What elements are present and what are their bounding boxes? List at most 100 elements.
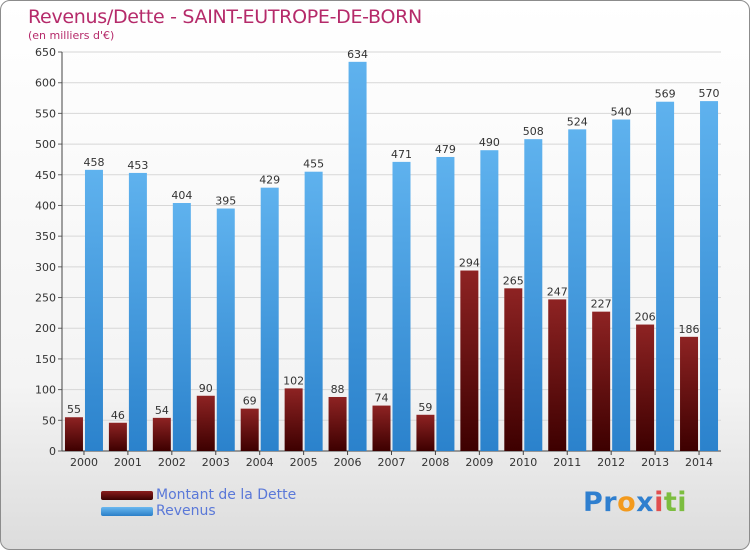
y-tick-label: 600 [35,77,56,90]
x-tick-label: 2002 [158,456,186,469]
x-tick-label: 2009 [465,456,493,469]
bar-dette [284,388,303,451]
data-label-dette: 46 [111,409,125,422]
bar-revenus [172,203,191,451]
x-tick-label: 2014 [685,456,713,469]
proxiti-logo: Proxiti [583,487,687,518]
data-label-dette: 90 [199,382,213,395]
data-label-revenus: 455 [303,158,324,171]
logo-part: x [636,487,655,518]
data-label-dette: 227 [591,298,612,311]
bar-dette [592,311,611,451]
bar-revenus [304,171,323,451]
bar-revenus [260,187,279,451]
y-tick-label: 500 [35,138,56,151]
legend-label-dette: Montant de la Dette [156,487,297,503]
x-tick-label: 2006 [334,456,362,469]
data-label-dette: 55 [67,403,81,416]
x-tick-label: 2007 [378,456,406,469]
data-label-dette: 69 [243,395,257,408]
legend-label-revenus: Revenus [156,503,216,519]
data-label-dette: 74 [375,392,389,405]
bar-dette [680,336,699,451]
x-tick-label: 2011 [553,456,581,469]
x-tick-label: 2005 [290,456,318,469]
y-tick-label: 350 [35,230,56,243]
x-tick-label: 2004 [246,456,274,469]
data-label-revenus: 634 [347,48,368,61]
x-tick-label: 2013 [641,456,669,469]
data-label-revenus: 490 [479,136,500,149]
data-label-revenus: 458 [83,156,104,169]
data-label-revenus: 429 [259,174,280,187]
data-label-revenus: 508 [523,125,544,138]
bar-dette [460,270,479,451]
bar-dette [416,414,435,451]
y-tick-label: 400 [35,199,56,212]
y-tick-label: 0 [49,445,56,458]
data-label-dette: 59 [418,401,432,414]
y-tick-label: 250 [35,292,56,305]
data-label-dette: 186 [679,323,700,336]
x-tick-label: 2001 [114,456,142,469]
legend-item-revenus: Revenus [101,503,296,519]
bar-revenus [612,119,631,452]
chart-subtitle: (en milliers d'€) [28,29,115,42]
logo-part: i [654,487,664,518]
bar-revenus [348,61,367,452]
logo-part: o [617,487,637,518]
bar-revenus [128,172,147,452]
bar-dette [240,408,259,451]
x-tick-label: 2008 [421,456,449,469]
bar-revenus [84,169,103,451]
data-label-dette: 206 [635,311,656,324]
data-label-revenus: 395 [215,195,236,208]
bar-revenus [392,161,411,451]
x-tick-label: 2000 [70,456,98,469]
y-tick-label: 150 [35,353,56,366]
data-label-revenus: 524 [567,115,588,128]
bar-dette [196,395,215,451]
x-tick-label: 2010 [509,456,537,469]
bar-revenus [480,150,499,451]
bar-dette [372,405,391,451]
data-label-revenus: 570 [699,87,720,100]
bar-revenus [436,156,455,451]
y-tick-label: 100 [35,384,56,397]
data-label-dette: 102 [283,374,304,387]
bar-revenus [524,139,543,452]
bar-dette [504,288,523,451]
data-label-revenus: 479 [435,143,456,156]
bar-revenus [700,101,719,451]
bar-dette [548,299,567,451]
data-label-revenus: 404 [171,189,192,202]
y-tick-label: 200 [35,322,56,335]
data-label-revenus: 453 [127,159,148,172]
data-label-dette: 294 [459,257,480,270]
x-tick-label: 2003 [202,456,230,469]
legend-swatch-dette [101,490,153,500]
bar-revenus [568,129,587,452]
bar-dette [108,422,127,451]
bar-dette [64,417,83,451]
legend: Montant de la Dette Revenus [101,487,296,519]
data-label-dette: 88 [331,383,345,396]
legend-item-dette: Montant de la Dette [101,487,296,503]
y-tick-label: 550 [35,107,56,120]
y-tick-label: 450 [35,169,56,182]
bar-dette [328,396,347,451]
data-label-revenus: 540 [611,106,632,119]
y-tick-label: 50 [42,414,56,427]
x-tick-label: 2012 [597,456,625,469]
logo-part: ti [663,487,688,518]
data-label-dette: 247 [547,285,568,298]
logo-part: Pr [583,487,618,518]
bar-dette [636,324,655,451]
y-tick-label: 300 [35,261,56,274]
data-label-revenus: 569 [655,88,676,101]
bar-revenus [656,101,675,452]
data-label-dette: 54 [155,404,169,417]
bar-dette [152,417,171,451]
